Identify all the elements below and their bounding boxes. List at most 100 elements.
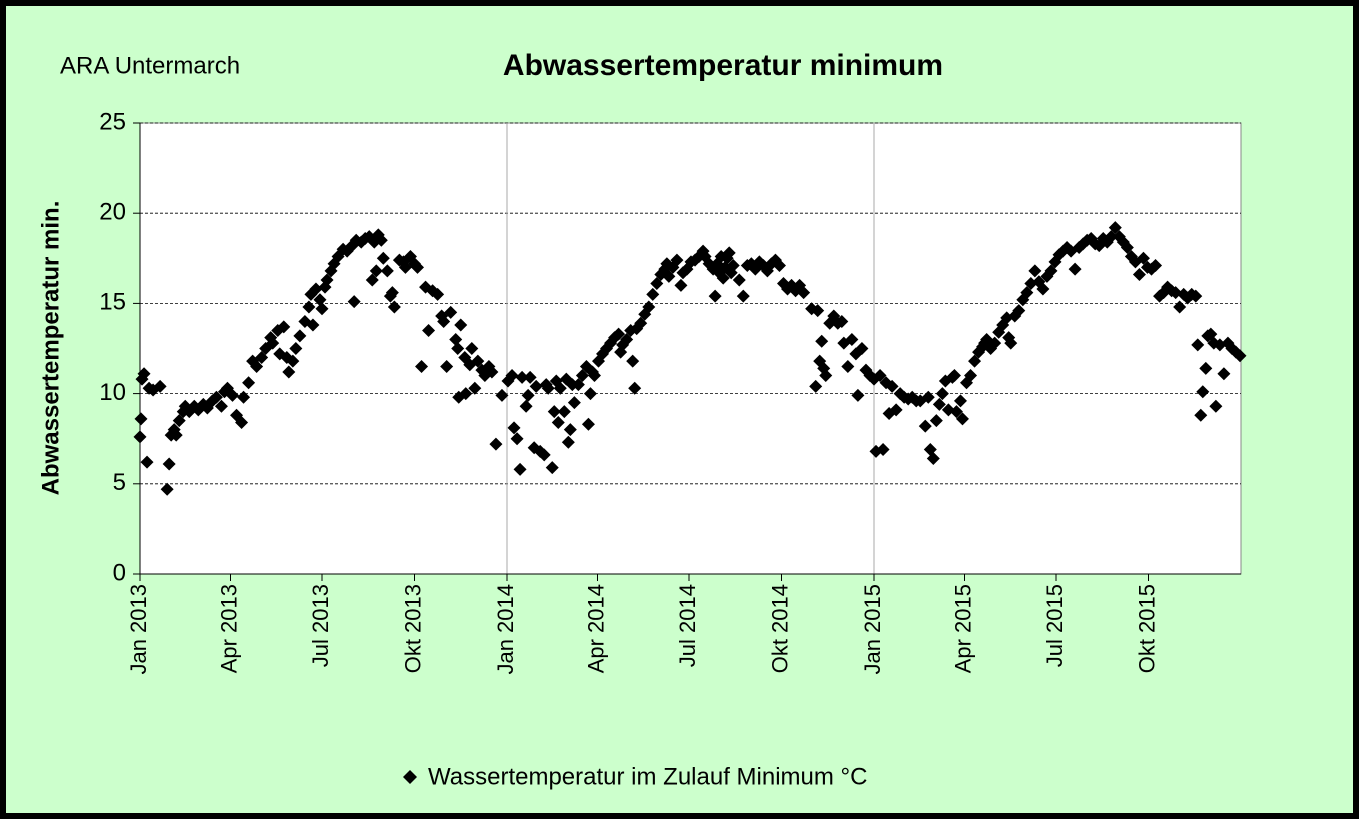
data-point [162, 457, 176, 471]
data-point [415, 360, 429, 374]
data-point [277, 320, 291, 334]
x-tick-label: Jul 2015 [1042, 584, 1067, 667]
data-point [376, 251, 390, 265]
data-point [551, 415, 565, 429]
y-tick-label: 25 [99, 108, 126, 135]
data-point [515, 370, 529, 384]
data-point [953, 394, 967, 408]
data-point [670, 253, 684, 267]
data-point [918, 419, 932, 433]
data-point [642, 300, 656, 314]
data-point [449, 332, 463, 346]
data-point [797, 286, 811, 300]
data-point [521, 388, 535, 402]
data-point [1108, 221, 1122, 235]
legend-label: Wassertemperatur im Zulauf Minimum °C [428, 763, 867, 790]
data-point [1044, 264, 1058, 278]
data-point [571, 378, 585, 392]
data-point [411, 260, 425, 274]
data-point [885, 379, 899, 393]
data-point [313, 293, 327, 307]
data-point [347, 295, 361, 309]
data-point [646, 287, 660, 301]
data-point [662, 269, 676, 283]
data-point [726, 259, 740, 273]
data-point [567, 396, 581, 410]
data-point [1104, 230, 1118, 244]
data-point [246, 354, 260, 368]
data-point [489, 437, 503, 451]
data-point [1132, 268, 1146, 282]
data-point [306, 318, 320, 332]
data-point [772, 259, 786, 273]
data-point [815, 334, 829, 348]
data-point [841, 360, 855, 374]
data-point [716, 271, 730, 285]
data-point [309, 282, 323, 296]
y-tick-label: 5 [113, 469, 126, 496]
data-point [437, 314, 451, 328]
data-point [537, 448, 551, 462]
x-tick-label: Okt 2015 [1134, 584, 1159, 673]
data-point [929, 414, 943, 428]
data-point [519, 399, 533, 413]
data-point [968, 354, 982, 368]
y-axis-label: Abwassertemperatur min. [37, 201, 64, 496]
data-point [255, 351, 269, 365]
x-tick-label: Okt 2013 [400, 584, 425, 673]
data-point [553, 381, 567, 395]
data-point [451, 342, 465, 355]
data-point [169, 428, 183, 442]
data-point [1048, 255, 1062, 269]
data-point [315, 302, 329, 316]
data-point [547, 405, 561, 419]
plot-area [139, 122, 1242, 575]
data-point [289, 342, 303, 355]
data-point [137, 367, 151, 381]
data-point [209, 390, 223, 404]
data-point [214, 399, 228, 413]
data-point [634, 316, 648, 330]
data-point [380, 264, 394, 278]
data-point [226, 388, 240, 402]
data-point [523, 370, 537, 384]
data-point [1194, 408, 1208, 422]
data-point [440, 360, 454, 374]
data-point [266, 336, 280, 350]
data-point [1128, 255, 1142, 269]
data-point [1149, 259, 1163, 273]
data-point [1036, 282, 1050, 296]
legend-marker [403, 770, 417, 784]
data-point [235, 415, 249, 429]
x-tick-label: Jan 2015 [860, 584, 885, 675]
data-point [541, 381, 555, 395]
data-point [160, 482, 174, 496]
data-point [809, 379, 823, 393]
data-point [581, 417, 595, 431]
data-point [374, 233, 388, 247]
data-point [1209, 399, 1223, 413]
x-tick-label: Jan 2014 [493, 584, 518, 675]
data-point [612, 327, 626, 341]
data-point [1012, 304, 1026, 318]
data-point [819, 369, 833, 383]
data-point [708, 289, 722, 303]
x-tick-label: Jan 2013 [126, 584, 151, 675]
data-point [696, 244, 710, 258]
data-point [1020, 286, 1034, 300]
data-point [302, 300, 316, 314]
data-point [921, 390, 935, 404]
data-point [250, 360, 264, 374]
data-point [932, 397, 946, 411]
data-point [876, 443, 890, 457]
data-point [529, 379, 543, 393]
data-point [320, 273, 334, 287]
x-tick-label: Okt 2014 [767, 584, 792, 673]
y-tick-label: 10 [99, 379, 126, 406]
data-point [471, 354, 485, 368]
data-point [1173, 300, 1187, 314]
data-point [926, 452, 940, 466]
data-point [873, 369, 887, 383]
data-point [583, 387, 597, 401]
